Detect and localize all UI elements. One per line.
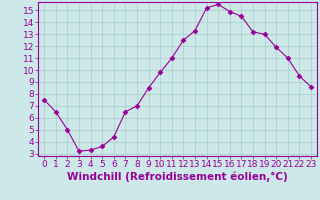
X-axis label: Windchill (Refroidissement éolien,°C): Windchill (Refroidissement éolien,°C) [67,172,288,182]
